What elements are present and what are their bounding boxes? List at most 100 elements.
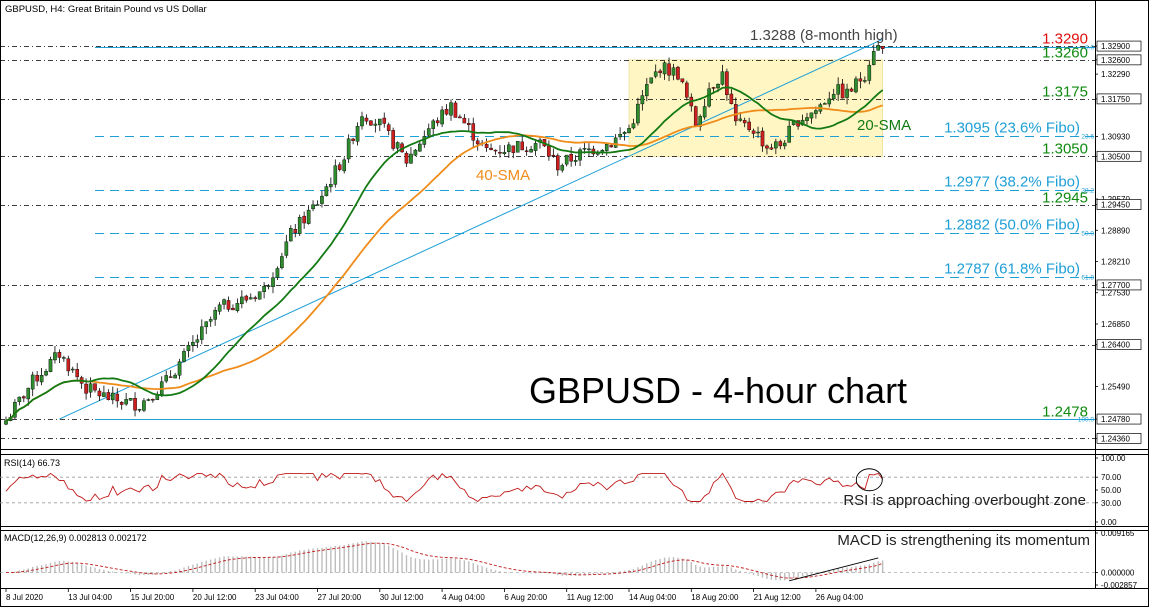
range-box-layer	[628, 59, 883, 157]
time-tick-label: 21 Aug 12:00	[754, 593, 802, 602]
candle-body	[467, 123, 471, 126]
candle-body	[716, 83, 720, 89]
candle-body	[693, 106, 698, 127]
candle-body	[199, 326, 204, 340]
candle-body	[809, 112, 814, 119]
candle-body	[346, 138, 351, 160]
candle-body	[587, 148, 591, 151]
candle-body	[355, 126, 360, 142]
rsi-tick-label: 0.00	[1101, 518, 1117, 527]
candle-body	[311, 204, 315, 210]
candle-body	[146, 399, 151, 401]
candle-body	[658, 70, 662, 74]
candle-body	[671, 67, 676, 76]
eight-month-high-label: 1.3288 (8-month high)	[750, 27, 898, 44]
candle-body	[805, 117, 809, 121]
price-tick-label: 1.27700	[1101, 281, 1130, 290]
candle-body	[164, 375, 169, 382]
time-tick-label: 4 Aug 04:00	[442, 593, 485, 602]
candle-body	[177, 361, 182, 376]
candle-body	[484, 144, 489, 148]
candle-body	[378, 118, 382, 126]
candle-body	[151, 398, 155, 401]
sma40-line	[5, 104, 883, 422]
candle-body	[765, 145, 769, 149]
time-tick-label: 6 Aug 20:00	[504, 593, 547, 602]
candle-body	[142, 400, 146, 411]
candle-body	[569, 153, 573, 162]
candle-body	[124, 399, 128, 405]
candle-body	[248, 297, 253, 300]
candle-body	[115, 393, 120, 402]
candle-body	[453, 102, 458, 118]
candle-body	[609, 145, 613, 148]
price-tag-box	[1096, 339, 1142, 350]
candle-body	[782, 142, 787, 147]
candle-body	[729, 93, 734, 104]
candle-body	[48, 359, 53, 372]
candle-body	[53, 352, 57, 361]
time-tick-label: 8 Jul 2020	[6, 593, 43, 602]
time-tick-label: 23 Jul 04:00	[255, 593, 299, 602]
candle-body	[293, 229, 298, 234]
candle-body	[871, 51, 876, 65]
candle-body	[66, 358, 71, 372]
candle-body	[707, 88, 711, 107]
candle-body	[360, 116, 364, 127]
candle-body	[302, 215, 306, 224]
time-tick-label: 20 Jul 12:00	[193, 593, 237, 602]
candle-body	[204, 321, 209, 328]
level-label-4: 1.2945	[1042, 190, 1088, 207]
candle-body	[756, 131, 760, 134]
candle-body	[13, 402, 17, 418]
price-tag-box	[1096, 93, 1142, 105]
candle-body	[297, 217, 302, 234]
price-tag-box	[1096, 150, 1142, 162]
candle-body	[511, 145, 516, 153]
candle-body	[110, 392, 115, 401]
level-label-3: 1.3050	[1042, 141, 1088, 158]
time-tick-label: 18 Aug 20:00	[691, 593, 739, 602]
candle-body	[426, 128, 431, 136]
price-tag-box	[1096, 433, 1142, 444]
price-tag-box	[1096, 279, 1142, 291]
fibo-label-4: 1.2787 (61.8% Fibo)	[944, 261, 1080, 278]
candle-body	[106, 392, 111, 400]
moving-averages-layer	[5, 86, 884, 422]
candle-body	[498, 152, 502, 154]
candle-body	[444, 108, 449, 115]
candle-body	[751, 130, 756, 134]
candle-body	[702, 106, 707, 118]
candle-body	[369, 120, 373, 126]
price-tick-label: 1.24360	[1101, 434, 1130, 443]
candle-body	[627, 128, 631, 134]
level-label-0: 1.3290	[1042, 31, 1088, 48]
candle-body	[315, 204, 320, 206]
candle-body	[520, 141, 524, 151]
rsi-tick-label: 30.00	[1101, 499, 1122, 508]
ascending-trendline	[59, 38, 883, 420]
fibo-ratio-2: 38.2	[1081, 188, 1094, 195]
candle-body	[333, 165, 338, 185]
rsi-tick-label: 50.00	[1101, 486, 1122, 495]
macd-annotation: MACD is strengthening its momentum	[837, 532, 1090, 549]
candle-body	[440, 109, 444, 125]
candle-body	[418, 143, 422, 152]
candle-body	[649, 77, 654, 84]
candle-body	[507, 144, 511, 152]
candle-body	[493, 149, 498, 152]
candle-body	[613, 137, 618, 148]
candle-body	[760, 130, 765, 147]
price-tick-label: 1.28890	[1101, 226, 1130, 235]
candle-body	[208, 319, 213, 322]
rsi-panel: 100.00 70.00 50.00 30.00 0.00	[0, 454, 1126, 527]
candle-body	[191, 341, 195, 346]
candle-body	[867, 64, 872, 81]
time-tick-label: 26 Aug 04:00	[816, 593, 864, 602]
price-tick-label: 1.24780	[1101, 415, 1130, 424]
candle-body	[880, 46, 885, 50]
candle-body	[342, 159, 347, 172]
candle-body	[217, 304, 222, 312]
candle-body	[787, 125, 791, 143]
level-label-7: 1.2478	[1042, 404, 1088, 421]
